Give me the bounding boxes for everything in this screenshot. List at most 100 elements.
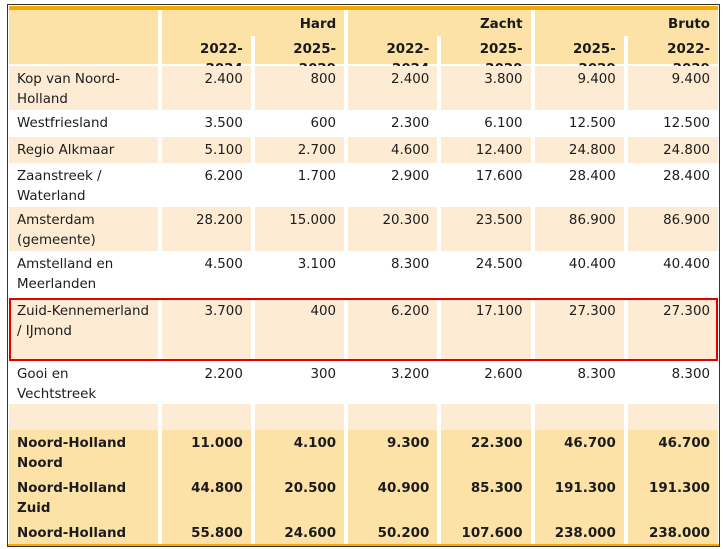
total-label: Noord-Holland Noord: [9, 430, 158, 475]
row-label: Zaanstreek / Waterland: [9, 163, 158, 207]
table-row: Gooi en Vechtstreek 2.200 300 3.200 2.60…: [9, 361, 718, 404]
row-label: Kop van Noord-Holland: [9, 66, 158, 110]
cell-value: 8.300: [534, 361, 624, 404]
cell-value: 12.400: [441, 137, 531, 163]
cell-value: 86.900: [534, 207, 624, 251]
total-value: 50.200: [348, 520, 438, 546]
empty-cell: [441, 404, 531, 430]
cell-value: 3.100: [254, 251, 345, 298]
cell-value: 86.900: [627, 207, 718, 251]
cell-value: 23.500: [441, 207, 531, 251]
cell-value: 2.600: [441, 361, 531, 404]
cell-value: 2.700: [254, 137, 345, 163]
cell-value: 2.400: [348, 66, 438, 110]
cell-value: 2.900: [348, 163, 438, 207]
grand-total-row: Noord-Holland 55.800 24.600 50.200 107.6…: [9, 520, 718, 546]
total-value: 44.800: [161, 475, 251, 520]
cell-value: 40.400: [534, 251, 624, 298]
cell-value: 3.700: [161, 298, 251, 361]
cell-value: 400: [254, 298, 345, 361]
empty-cell: [254, 404, 345, 430]
cell-value: 8.300: [348, 251, 438, 298]
cell-value: 5.100: [161, 137, 251, 163]
group-header-zacht: Zacht: [348, 10, 531, 36]
column-header-bruto-2022-2029: 2022-2029: [627, 36, 718, 77]
total-value: 4.100: [254, 430, 345, 475]
empty-cell: [161, 404, 251, 430]
cell-value: 1.700: [254, 163, 345, 207]
cell-value: 17.600: [441, 163, 531, 207]
total-value: 238.000: [534, 520, 624, 546]
table-row: Zaanstreek / Waterland 6.200 1.700 2.900…: [9, 163, 718, 207]
total-value: 24.600: [254, 520, 345, 546]
total-label: Noord-Holland Zuid: [9, 475, 158, 520]
bottom-accent-line: [8, 544, 719, 546]
table-row: Westfriesland 3.500 600 2.300 6.100 12.5…: [9, 110, 718, 137]
cell-value: 20.300: [348, 207, 438, 251]
total-value: 46.700: [627, 430, 718, 475]
cell-value: 6.200: [348, 298, 438, 361]
cell-value: 300: [254, 361, 345, 404]
cell-value: 600: [254, 110, 345, 137]
cell-value: 2.400: [161, 66, 251, 110]
cell-value: 17.100: [441, 298, 531, 361]
row-label: Amstelland en Meerlanden: [9, 251, 158, 298]
cell-value: 28.200: [161, 207, 251, 251]
spacer-row: [9, 404, 718, 430]
empty-cell: [9, 404, 158, 430]
cell-value: 24.800: [534, 137, 624, 163]
cell-value: 9.400: [534, 66, 624, 110]
column-header-row: 2022-2024 2025-2029 2022-2024 2025-2029 …: [9, 36, 718, 77]
cell-value: 9.400: [627, 66, 718, 110]
total-value: 46.700: [534, 430, 624, 475]
total-value: 85.300: [441, 475, 531, 520]
cell-value: 40.400: [627, 251, 718, 298]
cell-value: 3.200: [348, 361, 438, 404]
column-header-bruto-2025-2029: 2025-2029: [534, 36, 624, 77]
row-label: Zuid-Kennemerland / IJmond: [9, 298, 158, 361]
table-frame: Hard Zacht Bruto 2022-2024 2025-2029 202…: [7, 4, 720, 547]
housing-table: Hard Zacht Bruto 2022-2024 2025-2029 202…: [9, 6, 718, 546]
cell-value: 4.600: [348, 137, 438, 163]
table-row: Amstelland en Meerlanden 4.500 3.100 8.3…: [9, 251, 718, 298]
total-value: 9.300: [348, 430, 438, 475]
column-header-hard-2022-2024: 2022-2024: [161, 36, 251, 77]
empty-cell: [348, 404, 438, 430]
row-label: Regio Alkmaar: [9, 137, 158, 163]
group-header-hard: Hard: [161, 10, 345, 36]
total-value: 191.300: [627, 475, 718, 520]
cell-value: 6.100: [441, 110, 531, 137]
cell-value: 3.800: [441, 66, 531, 110]
total-value: 22.300: [441, 430, 531, 475]
total-value: 107.600: [441, 520, 531, 546]
table-row: Amsterdam (gemeente) 28.200 15.000 20.30…: [9, 207, 718, 251]
cell-value: 28.400: [534, 163, 624, 207]
total-value: 55.800: [161, 520, 251, 546]
total-value: 238.000: [627, 520, 718, 546]
cell-value: 24.500: [441, 251, 531, 298]
row-label: Westfriesland: [9, 110, 158, 137]
column-header-hard-2025-2029: 2025-2029: [254, 36, 345, 77]
cell-value: 6.200: [161, 163, 251, 207]
cell-value: 800: [254, 66, 345, 110]
column-header-region: [9, 36, 158, 64]
row-label: Amsterdam (gemeente): [9, 207, 158, 251]
table-row: Kop van Noord-Holland 2.400 800 2.400 3.…: [9, 66, 718, 110]
total-row: Noord-Holland Zuid 44.800 20.500 40.900 …: [9, 475, 718, 520]
top-accent-line: [9, 6, 718, 10]
total-value: 191.300: [534, 475, 624, 520]
empty-cell: [534, 404, 624, 430]
total-row: Noord-Holland Noord 11.000 4.100 9.300 2…: [9, 430, 718, 475]
total-label: Noord-Holland: [9, 520, 158, 546]
cell-value: 12.500: [627, 110, 718, 137]
empty-cell: [627, 404, 718, 430]
cell-value: 3.500: [161, 110, 251, 137]
total-value: 40.900: [348, 475, 438, 520]
cell-value: 27.300: [627, 298, 718, 361]
cell-value: 12.500: [534, 110, 624, 137]
column-header-zacht-2022-2024: 2022-2024: [348, 36, 438, 77]
row-label: Gooi en Vechtstreek: [9, 361, 158, 404]
cell-value: 28.400: [627, 163, 718, 207]
cell-value: 27.300: [534, 298, 624, 361]
cell-value: 2.200: [161, 361, 251, 404]
